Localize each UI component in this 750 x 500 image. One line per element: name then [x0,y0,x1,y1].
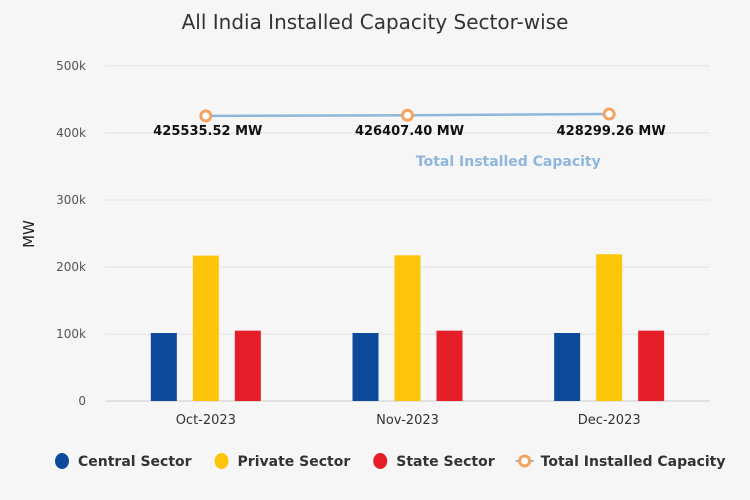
bar-state-sector [638,330,665,401]
bar-private-sector [192,255,219,401]
total-capacity-point [199,109,213,123]
y-axis: 0 100k 200k 300k 400k 500k [56,59,86,408]
bars [150,254,665,401]
legend-label: Total Installed Capacity [541,454,726,470]
total-capacity-point [401,108,414,122]
y-tick-label: 400k [56,126,86,140]
legend-label: State Sector [396,454,494,470]
chart-title: All India Installed Capacity Sector-wise [182,10,569,34]
series-label: Total Installed Capacity [416,154,601,170]
data-label: 426407.40 MW [355,124,464,139]
legend: Central Sector Private Sector State Sector… [55,453,726,470]
bar-state-sector [436,330,463,401]
y-tick-label: 200k [56,260,86,274]
legend-marker-icon [518,454,532,468]
y-tick-label: 300k [56,193,86,207]
total-capacity-point [602,107,616,121]
y-tick-label: 500k [56,59,86,73]
x-axis: Oct-2023 Nov-2023 Dec-2023 [176,413,641,428]
x-tick-label: Oct-2023 [176,413,236,428]
legend-label: Central Sector [78,454,192,470]
x-tick-label: Dec-2023 [578,413,641,428]
data-label: 425535.52 MW [153,124,262,139]
bar-central-sector [150,332,177,401]
data-label: 428299.26 MW [557,124,666,139]
y-tick-label: 0 [78,394,86,408]
bar-central-sector [554,332,581,401]
bar-private-sector [394,255,421,401]
bar-private-sector [596,254,623,401]
legend-item[interactable]: Total Installed Capacity [515,454,726,470]
legend-marker-icon [214,453,229,469]
legend-item[interactable]: State Sector [373,453,495,470]
total-line: Total Installed Capacity 425535.52 MW 4264… [153,107,666,170]
bar-state-sector [234,330,261,401]
legend-marker-icon [373,453,388,469]
y-axis-label: MW [20,220,38,248]
legend-marker-icon [55,453,69,469]
bar-central-sector [352,332,379,401]
y-tick-label: 100k [56,327,86,341]
legend-label: Private Sector [238,454,351,470]
legend-item[interactable]: Private Sector [214,453,351,470]
legend-item[interactable]: Central Sector [55,453,192,470]
x-tick-label: Nov-2023 [376,413,439,428]
